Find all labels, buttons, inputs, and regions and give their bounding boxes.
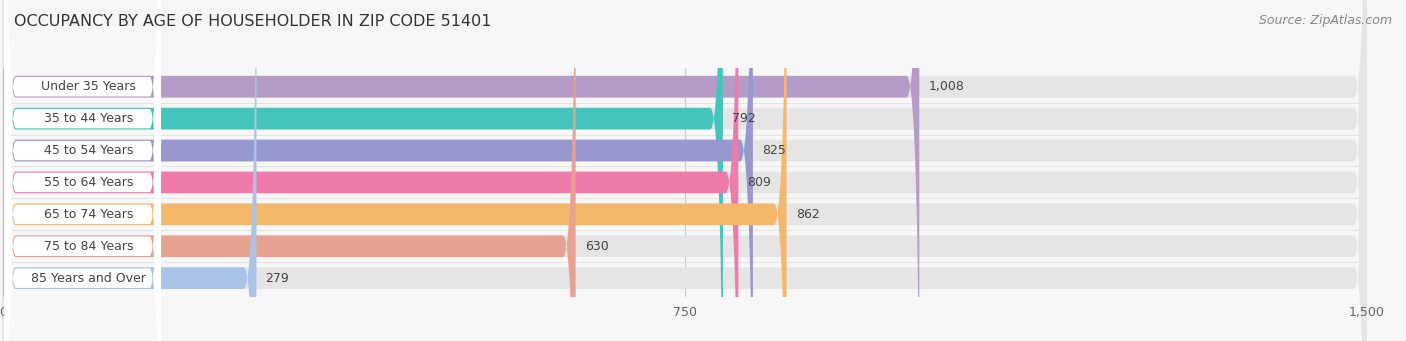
FancyBboxPatch shape — [3, 0, 1367, 341]
FancyBboxPatch shape — [3, 0, 1367, 341]
FancyBboxPatch shape — [3, 0, 738, 341]
Text: 35 to 44 Years: 35 to 44 Years — [44, 112, 134, 125]
FancyBboxPatch shape — [4, 0, 162, 341]
FancyBboxPatch shape — [3, 0, 1367, 341]
Text: 85 Years and Over: 85 Years and Over — [31, 272, 146, 285]
Text: 279: 279 — [266, 272, 290, 285]
Text: 792: 792 — [733, 112, 756, 125]
FancyBboxPatch shape — [3, 0, 1367, 341]
FancyBboxPatch shape — [4, 0, 162, 341]
FancyBboxPatch shape — [3, 0, 1367, 341]
Text: Under 35 Years: Under 35 Years — [41, 80, 136, 93]
Text: 1,008: 1,008 — [928, 80, 965, 93]
FancyBboxPatch shape — [4, 0, 162, 341]
Text: 65 to 74 Years: 65 to 74 Years — [44, 208, 134, 221]
Text: 825: 825 — [762, 144, 786, 157]
Text: 45 to 54 Years: 45 to 54 Years — [44, 144, 134, 157]
Text: 809: 809 — [748, 176, 772, 189]
FancyBboxPatch shape — [3, 0, 786, 341]
Text: 75 to 84 Years: 75 to 84 Years — [44, 240, 134, 253]
FancyBboxPatch shape — [3, 0, 723, 341]
FancyBboxPatch shape — [4, 0, 162, 341]
Text: OCCUPANCY BY AGE OF HOUSEHOLDER IN ZIP CODE 51401: OCCUPANCY BY AGE OF HOUSEHOLDER IN ZIP C… — [14, 14, 492, 29]
FancyBboxPatch shape — [4, 0, 162, 341]
Text: 630: 630 — [585, 240, 609, 253]
Text: 55 to 64 Years: 55 to 64 Years — [44, 176, 134, 189]
FancyBboxPatch shape — [3, 0, 754, 341]
FancyBboxPatch shape — [3, 0, 920, 341]
FancyBboxPatch shape — [4, 0, 162, 341]
FancyBboxPatch shape — [3, 0, 256, 341]
Text: 862: 862 — [796, 208, 820, 221]
FancyBboxPatch shape — [3, 0, 1367, 341]
FancyBboxPatch shape — [3, 0, 1367, 341]
FancyBboxPatch shape — [3, 0, 575, 341]
FancyBboxPatch shape — [4, 0, 162, 341]
Text: Source: ZipAtlas.com: Source: ZipAtlas.com — [1258, 14, 1392, 27]
